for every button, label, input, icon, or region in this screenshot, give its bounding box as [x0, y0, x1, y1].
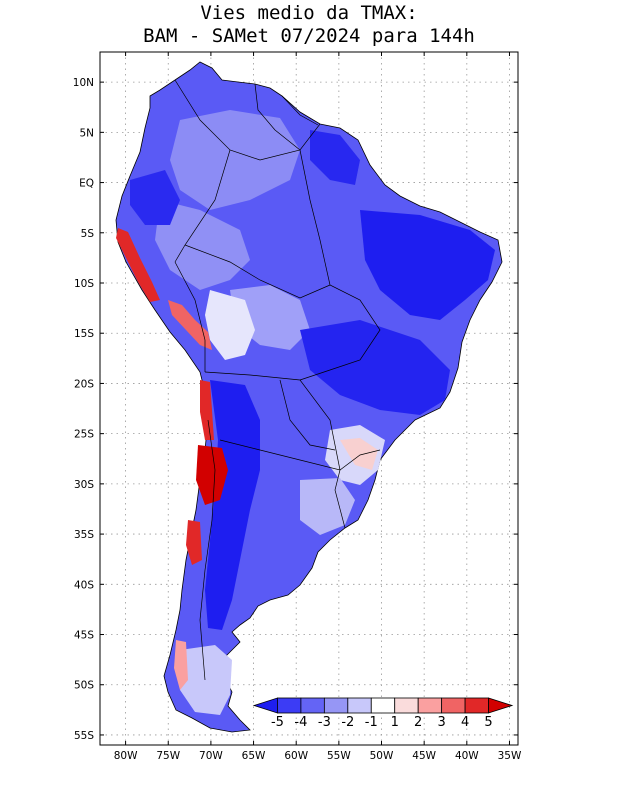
colorbar-label: 5	[484, 715, 492, 730]
colorbar-swatch	[370, 697, 396, 714]
lat-tick-label: 35S	[74, 529, 94, 541]
colorbar-label: -5	[271, 715, 284, 730]
colorbar-swatch	[323, 697, 349, 714]
lat-tick-label: 50S	[74, 680, 94, 692]
colorbar: -5 -4 -3 -2 -1 1 2 3 4 5	[252, 697, 514, 730]
longitude-ticks: 80W 75W 70W 65W 60W 55W 50W 45W 40W 35W	[114, 52, 522, 762]
deep-blue-region-colombia	[130, 170, 180, 225]
latitude-ticks: 10N 5N EQ 5S 10S 15S 20S 25S 30S 35S 40S 45S 50S 55S	[73, 77, 518, 742]
lat-tick-label: 25S	[74, 429, 94, 441]
lat-tick-label: 5N	[79, 127, 94, 139]
lon-tick-label: 35W	[498, 750, 522, 762]
lat-tick-label: 45S	[74, 630, 94, 642]
lat-tick-label: 10N	[73, 77, 94, 89]
lon-tick-label: 60W	[284, 750, 308, 762]
colorbar-label: 2	[414, 715, 422, 730]
colorbar-swatch	[464, 697, 489, 714]
colorbar-label: 1	[391, 715, 399, 730]
colorbar-swatch	[300, 697, 325, 714]
red-region-chile-south	[186, 520, 202, 565]
colorbar-label: 4	[461, 715, 469, 730]
patagonia-light-region	[180, 645, 232, 715]
map-title-line2: BAM - SAMet 07/2024 para 144h	[143, 25, 475, 47]
country-borders	[174, 79, 381, 681]
red-region-chile-north	[200, 380, 214, 440]
lat-tick-label: EQ	[79, 178, 94, 190]
colorbar-swatch	[277, 697, 302, 714]
deep-blue-region-north	[310, 130, 360, 185]
colorbar-arrow-high	[488, 697, 514, 714]
lon-tick-label: 65W	[242, 750, 266, 762]
colorbar-label: -1	[365, 715, 378, 730]
lon-tick-label: 50W	[370, 750, 394, 762]
colorbar-label: 3	[437, 715, 445, 730]
map-title-line1: Vies medio da TMAX:	[200, 2, 418, 24]
red-region-central-andes	[168, 300, 212, 350]
pink-region-south-brazil	[340, 438, 378, 470]
altiplano-white-region	[205, 290, 255, 360]
red-region-peru-coast	[116, 228, 160, 302]
lon-tick-label: 80W	[114, 750, 138, 762]
red-region-chile-central	[196, 445, 228, 505]
uruguay-light-region	[300, 478, 355, 535]
deep-blue-region-northeast	[360, 210, 495, 320]
colorbar-swatch	[394, 697, 419, 714]
lat-tick-label: 15S	[74, 328, 94, 340]
light-blue-region-north	[170, 110, 300, 210]
lat-tick-label: 30S	[74, 479, 94, 491]
lat-tick-label: 10S	[74, 278, 94, 290]
colorbar-swatch	[347, 697, 372, 714]
colorbar-swatch	[417, 697, 443, 714]
lon-tick-label: 40W	[455, 750, 479, 762]
lat-tick-label: 40S	[74, 579, 94, 591]
deep-blue-region-east	[300, 320, 450, 415]
lat-tick-label: 55S	[74, 730, 94, 742]
colorbar-label: -2	[341, 715, 354, 730]
colorbar-swatch	[441, 697, 466, 714]
deep-blue-region-argentina	[205, 380, 260, 630]
lon-tick-label: 70W	[199, 750, 223, 762]
colorbar-label: -4	[294, 715, 307, 730]
lon-tick-label: 45W	[412, 750, 436, 762]
lat-tick-label: 5S	[81, 228, 95, 240]
pink-region-patagonia	[174, 640, 188, 690]
lat-tick-label: 20S	[74, 378, 94, 390]
colorbar-label: -3	[318, 715, 331, 730]
lon-tick-label: 55W	[327, 750, 351, 762]
lon-tick-label: 75W	[156, 750, 180, 762]
light-blue-region-west-amazon	[155, 200, 250, 290]
